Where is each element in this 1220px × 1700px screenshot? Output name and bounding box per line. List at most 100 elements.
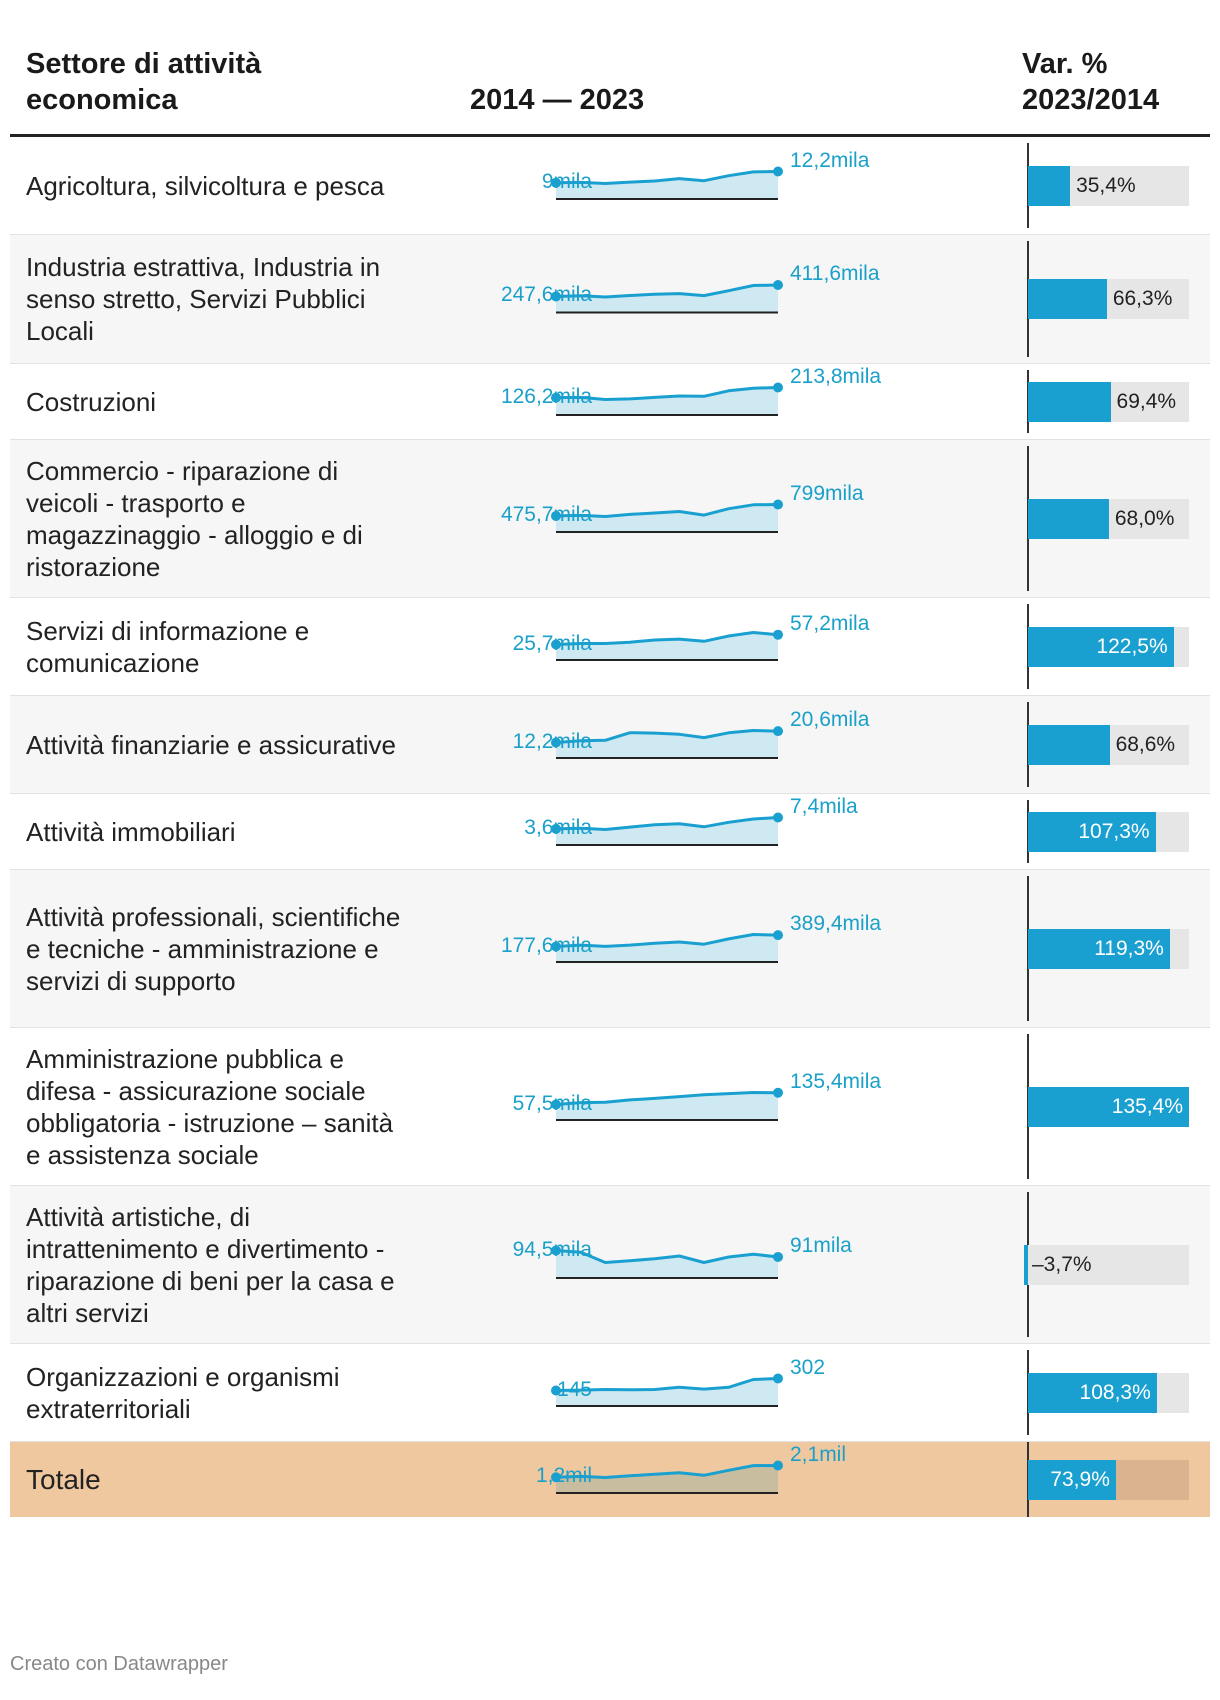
header-sector: Settore di attività economica — [26, 48, 262, 116]
end-value-label: 7,4mila — [790, 794, 858, 818]
sector-label: Industria estrattiva, Industria in senso… — [26, 252, 381, 346]
change-value: 107,3% — [1078, 819, 1150, 843]
change-bar — [1028, 279, 1107, 319]
sparkline-end-dot — [773, 1087, 783, 1098]
change-bar — [1028, 1459, 1116, 1500]
sparkline-start-dot — [551, 1245, 561, 1256]
table-header: Settore di attività economica 2014 — 202… — [0, 0, 1220, 137]
change-bar — [1028, 724, 1110, 765]
start-value-label: 1,2mil — [535, 1464, 592, 1488]
sparkline-end-dot — [773, 930, 783, 941]
table-row: Attività immobiliari 3,6mila 7,4mila 107,3% — [10, 794, 1210, 870]
sparkline — [551, 166, 783, 200]
bar-track: 68,0% — [1028, 498, 1189, 539]
bar-track: 69,4% — [1028, 381, 1189, 422]
change-value: 73,9% — [1050, 1467, 1110, 1491]
table-row: Attività professionali, scientifiche e t… — [10, 870, 1210, 1028]
sector-label: Agricoltura, silvicoltura e pesca — [26, 170, 385, 201]
sector-label: Totale — [26, 1463, 101, 1495]
table-row: Attività finanziarie e assicurative 12,2m… — [10, 696, 1210, 794]
sparkline — [551, 1087, 783, 1121]
sparkline-start-dot — [551, 1472, 561, 1483]
change-value: 68,0% — [1114, 506, 1175, 530]
sparkline — [551, 280, 783, 314]
end-value-label: 799mila — [790, 481, 864, 505]
sector-label: Costruzioni — [26, 386, 157, 417]
start-value-label: 94,5mila — [512, 1237, 592, 1261]
start-value-label: 475,7mila — [500, 502, 592, 526]
change-bar — [1028, 811, 1156, 852]
change-value: 135,4% — [1111, 1094, 1183, 1118]
change-value: 69,4% — [1116, 389, 1177, 413]
start-value-label: 9mila — [541, 169, 592, 193]
sparkline — [551, 930, 783, 963]
sparkline-line — [555, 816, 779, 831]
sparkline-line — [555, 1091, 779, 1106]
bar-track: 35,4% — [1028, 165, 1189, 206]
change-value: 119,3% — [1094, 936, 1164, 960]
start-value-label: 126,2mila — [500, 384, 592, 408]
start-value-label: 177,6mila — [500, 933, 592, 957]
sparkline-start-dot — [551, 823, 561, 834]
sector-label: Attività professionali, scientifiche e t… — [26, 901, 401, 996]
sector-label: Attività finanziarie e assicurative — [26, 729, 396, 760]
sparkline-area — [556, 1092, 778, 1120]
end-value-label: 411,6mila — [790, 262, 880, 285]
sparkline — [551, 499, 783, 533]
bar-track: 73,9% — [1028, 1459, 1189, 1500]
sparkline-line — [555, 283, 779, 299]
sparkline-start-dot — [551, 639, 561, 650]
change-bar — [1028, 498, 1109, 539]
end-value-label: 2,1mil — [790, 1442, 847, 1466]
end-value-label: 12,2mila — [790, 148, 870, 172]
end-value-label: 135,4mila — [790, 1069, 882, 1093]
sparkline-line — [555, 1377, 779, 1392]
change-bar — [1023, 1244, 1028, 1285]
sparkline — [551, 1460, 783, 1494]
sparkline-line — [555, 503, 779, 518]
table-row: Amministrazione pubblica e difesa - assi… — [10, 1028, 1210, 1186]
table-body: Agricoltura, silvicoltura e pesca 9mila 12… — [10, 137, 1210, 1517]
sparkline-end-dot — [773, 1460, 783, 1471]
sector-label: Servizi di informazione e comunicazione — [26, 615, 310, 678]
sparkline — [551, 726, 783, 759]
end-value-label: 302 — [790, 1355, 826, 1379]
start-value-label: 12,2mila — [512, 729, 592, 753]
footer-credit[interactable]: Creato con Datawrapper — [10, 1653, 228, 1675]
sparkline-line — [555, 933, 779, 948]
sparkline-end-dot — [773, 1373, 783, 1384]
table-row: Agricoltura, silvicoltura e pesca 9mila 12… — [10, 137, 1210, 235]
table-row: Costruzioni 126,2mila 213,8mila 69,4% — [10, 364, 1210, 440]
sparkline-end-dot — [773, 812, 783, 823]
bar-track: –3,7% — [1023, 1244, 1189, 1285]
sparkline-end-dot — [773, 629, 783, 640]
sector-label: Commercio - riparazione di veicoli - tra… — [26, 455, 363, 582]
change-value: 108,3% — [1079, 1380, 1151, 1404]
sparkline-start-dot — [551, 177, 561, 188]
bar-track: 135,4% — [1028, 1086, 1189, 1127]
header-period: 2014 — 2023 — [470, 84, 645, 116]
table-row: Commercio - riparazione di veicoli - tra… — [10, 440, 1210, 598]
start-value-label: 247,6mila — [500, 283, 592, 307]
start-value-label: 57,5mila — [512, 1091, 592, 1115]
change-bar — [1028, 1372, 1157, 1413]
sparkline-line — [555, 631, 779, 646]
sparkline-line — [555, 170, 779, 185]
change-bar — [1028, 928, 1170, 969]
end-value-label: 20,6mila — [790, 708, 870, 732]
change-value: –3,7% — [1032, 1252, 1092, 1276]
start-value-label: 145 — [556, 1377, 592, 1401]
sparkline-line — [555, 1464, 779, 1479]
change-bar — [1028, 626, 1174, 667]
sector-label: Attività immobiliari — [26, 816, 236, 847]
sparkline-start-dot — [551, 510, 561, 521]
sparkline-start-dot — [551, 1385, 561, 1396]
sparkline-line — [555, 386, 779, 401]
sparkline-line — [555, 1249, 779, 1264]
sparkline — [551, 629, 783, 661]
header-change: Var. % 2023/2014 — [1022, 48, 1160, 116]
sector-label: Attività artistiche, di intrattenimento … — [26, 1201, 395, 1328]
sparkline-end-dot — [773, 166, 783, 177]
end-value-label: 389,4mila — [790, 912, 882, 936]
sparkline-end-dot — [773, 499, 783, 510]
